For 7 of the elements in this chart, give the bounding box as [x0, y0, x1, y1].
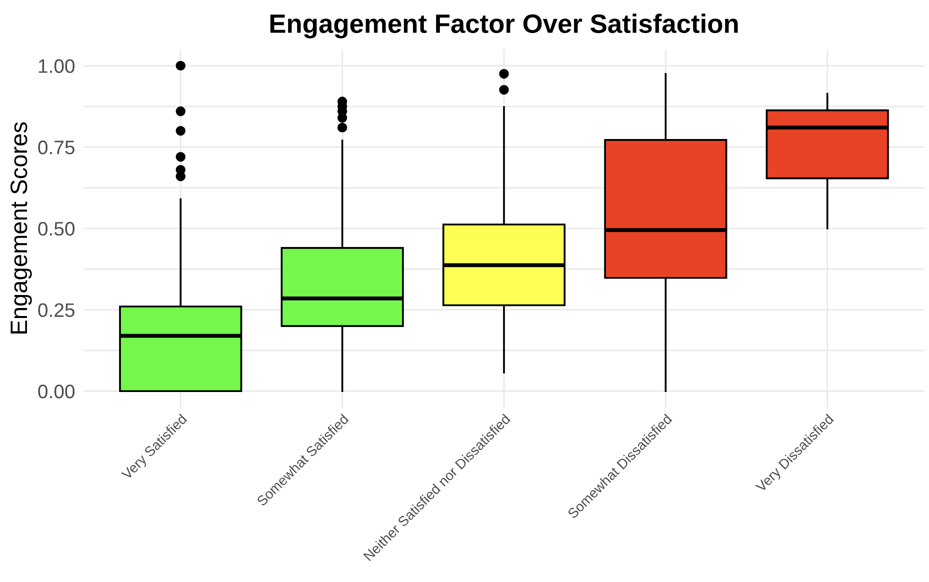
- y-tick-label: 0.25: [38, 303, 74, 318]
- y-tick-label: 0.00: [38, 384, 75, 398]
- y-tick-label: 0.50: [38, 222, 75, 236]
- chart-title: Engagement Factor Over Satisfaction: [270, 14, 738, 38]
- y-tick-label: 0.75: [38, 140, 74, 154]
- y-tick-label: 1.00: [38, 59, 75, 73]
- y-axis-title: Engagement Scores: [10, 122, 32, 334]
